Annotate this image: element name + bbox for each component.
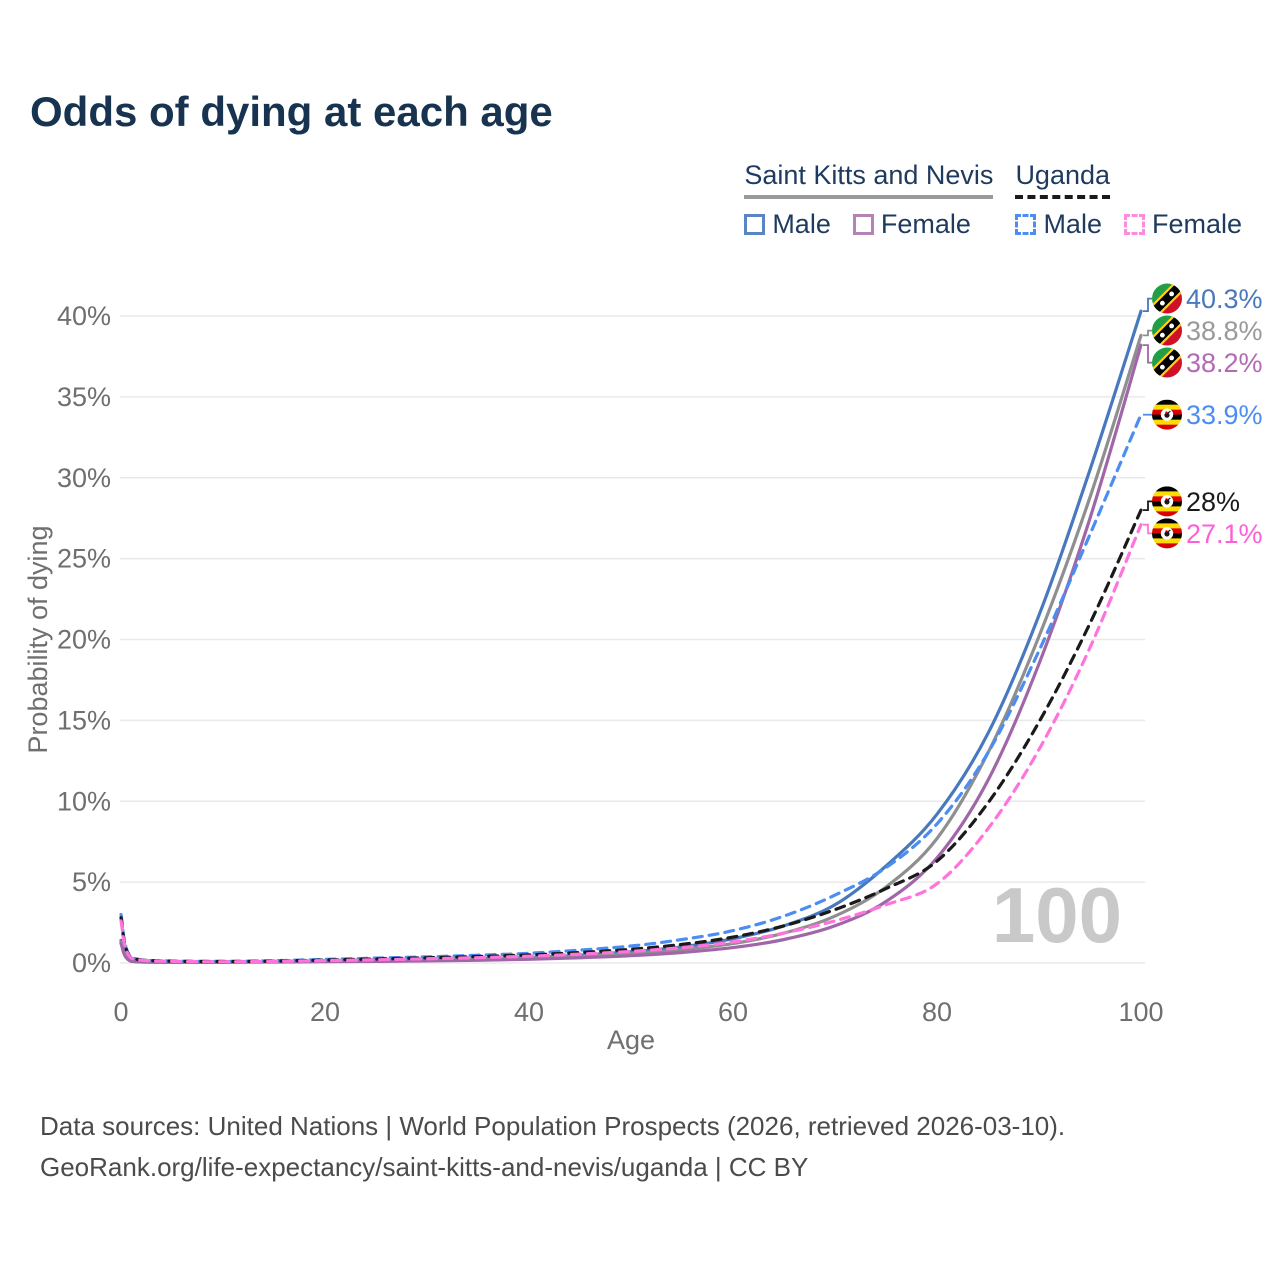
y-tick-label: 10% <box>57 786 111 816</box>
legend-group-uganda: Uganda Male Female <box>1015 160 1242 240</box>
label-leader-line <box>1143 329 1152 337</box>
label-leader-line <box>1143 344 1152 364</box>
y-tick-label: 15% <box>57 705 111 735</box>
series-line-saint-kitts-and-nevis-female <box>119 343 1143 965</box>
y-tick-label: 25% <box>57 544 111 574</box>
y-tick-label: 0% <box>72 948 111 978</box>
legend-country-uganda: Uganda <box>1015 160 1111 199</box>
y-tick-label: 40% <box>57 301 111 331</box>
x-tick-label: 40 <box>514 997 544 1027</box>
legend-item-uganda-female[interactable]: Female <box>1123 209 1242 240</box>
footer: Data sources: United Nations | World Pop… <box>40 1106 1065 1188</box>
label-leader-line <box>1143 500 1152 511</box>
legend-items: Male Female <box>744 209 993 240</box>
legend-item-label: Female <box>1151 209 1242 239</box>
series-end-value-label: 28% <box>1186 487 1240 517</box>
legend-items: Male Female <box>1015 209 1242 240</box>
series-end-value-label: 40.3% <box>1186 284 1263 314</box>
legend-item-label: Male <box>772 209 831 239</box>
legend-country-saint-kitts-and-nevis: Saint Kitts and Nevis <box>744 160 994 199</box>
footer-attribution: GeoRank.org/life-expectancy/saint-kitts-… <box>40 1152 809 1182</box>
flag-saint-kitts-and-nevis-icon <box>1152 315 1182 346</box>
legend-item-skn-female[interactable]: Female <box>852 209 971 240</box>
series-end-value-label: 38.8% <box>1186 316 1263 346</box>
flag-uganda-icon <box>1152 518 1182 549</box>
legend-item-uganda-male[interactable]: Male <box>1015 209 1102 240</box>
legend-item-label: Female <box>880 209 971 239</box>
label-leader-line <box>1143 297 1152 312</box>
skn-female-swatch-icon <box>852 214 874 235</box>
series-end-value-label: 38.2% <box>1186 348 1263 378</box>
y-tick-label: 5% <box>72 867 111 897</box>
series-line-uganda-male <box>119 413 1143 963</box>
y-axis-title: Probability of dying <box>23 525 53 753</box>
x-tick-label: 80 <box>922 997 952 1027</box>
x-tick-label: 100 <box>1118 997 1163 1027</box>
flag-saint-kitts-and-nevis-icon <box>1152 347 1182 378</box>
x-tick-label: 20 <box>310 997 340 1027</box>
series-end-value-label: 33.9% <box>1186 400 1263 430</box>
x-tick-label: 0 <box>113 997 128 1027</box>
legend-item-label: Male <box>1043 209 1102 239</box>
flag-uganda-icon <box>1152 486 1182 517</box>
series-line-saint-kitts-and-nevis-both-sexes <box>119 333 1143 964</box>
series-line-uganda-female <box>119 523 1143 964</box>
skn-male-swatch-icon <box>744 214 766 235</box>
flag-saint-kitts-and-nevis-icon <box>1152 283 1182 314</box>
y-tick-label: 35% <box>57 382 111 412</box>
footer-data-sources: Data sources: United Nations | World Pop… <box>40 1111 1066 1141</box>
x-tick-label: 60 <box>718 997 748 1027</box>
legend-group-saint-kitts-and-nevis: Saint Kitts and Nevis Male Female <box>744 160 994 240</box>
uganda-male-swatch-icon <box>1015 214 1037 235</box>
uganda-female-swatch-icon <box>1123 214 1145 235</box>
legend: Saint Kitts and Nevis Male Female Uganda… <box>744 160 1242 240</box>
series-end-value-label: 27.1% <box>1186 519 1263 549</box>
page-title: Odds of dying at each age <box>30 88 553 135</box>
x-axis-title: Age <box>607 1025 655 1055</box>
legend-item-skn-male[interactable]: Male <box>744 209 831 240</box>
y-tick-label: 20% <box>57 625 111 655</box>
label-leader-line <box>1143 523 1152 535</box>
age-counter-watermark: 100 <box>992 871 1122 959</box>
series-line-saint-kitts-and-nevis-male <box>119 309 1143 964</box>
flag-uganda-icon <box>1152 399 1182 430</box>
y-tick-label: 30% <box>57 463 111 493</box>
